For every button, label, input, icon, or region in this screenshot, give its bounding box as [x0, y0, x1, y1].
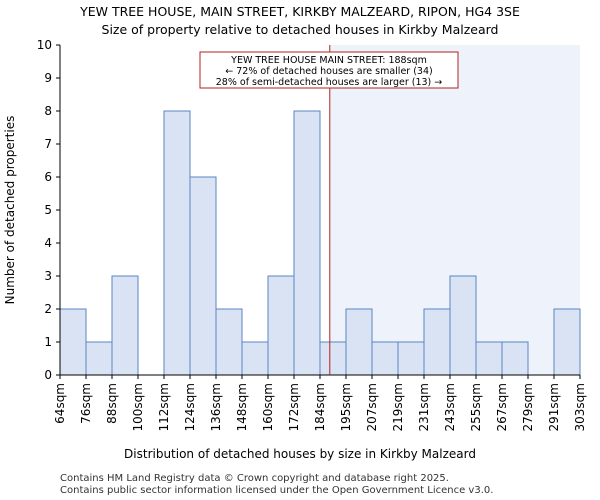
annotation-box — [199, 51, 459, 89]
chart-title: YEW TREE HOUSE, MAIN STREET, KIRKBY MALZ… — [80, 4, 520, 19]
x-tick-label: 124sqm — [183, 383, 197, 431]
x-tick-label: 303sqm — [573, 383, 587, 431]
y-axis-label: Number of detached properties — [3, 116, 17, 305]
bar-231sqm — [423, 308, 451, 376]
x-tick-label: 136sqm — [209, 383, 223, 431]
x-tick-label: 100sqm — [131, 383, 145, 431]
bar-184sqm — [319, 341, 347, 376]
x-tick-label: 279sqm — [521, 383, 535, 431]
annotation-line-2: ← 72% of detached houses are smaller (34… — [225, 66, 432, 77]
x-tick-label: 219sqm — [391, 383, 405, 431]
x-tick-label: 291sqm — [547, 383, 561, 431]
bar-207sqm — [371, 341, 399, 376]
x-tick-label: 184sqm — [313, 383, 327, 431]
bar-172sqm — [293, 110, 321, 376]
bar-291sqm — [553, 308, 581, 376]
bar-160sqm — [267, 275, 295, 376]
x-tick-label: 172sqm — [287, 383, 301, 431]
footer-line-2: Contains public sector information licen… — [60, 485, 494, 496]
y-tick-label: 6 — [44, 170, 52, 184]
y-tick-label: 8 — [44, 104, 52, 118]
bar-76sqm — [85, 341, 113, 376]
y-tick-label: 5 — [44, 203, 52, 217]
chart-subtitle: Size of property relative to detached ho… — [101, 22, 499, 37]
annotation-line-1: YEW TREE HOUSE MAIN STREET: 188sqm — [230, 55, 427, 66]
y-tick-label: 10 — [37, 38, 52, 52]
bar-267sqm — [501, 341, 529, 376]
y-tick-label: 4 — [44, 236, 52, 250]
bar-243sqm — [449, 275, 477, 376]
bar-124sqm — [189, 176, 217, 376]
bar-88sqm — [111, 275, 139, 376]
y-tick-label: 1 — [44, 335, 52, 349]
footer-line-1: Contains HM Land Registry data © Crown c… — [60, 473, 449, 484]
x-tick-label: 243sqm — [443, 383, 457, 431]
bar-64sqm — [59, 308, 87, 376]
x-tick-label: 148sqm — [235, 383, 249, 431]
y-tick-label: 7 — [44, 137, 52, 151]
bar-219sqm — [397, 341, 425, 376]
y-tick-label: 2 — [44, 302, 52, 316]
y-tick-label: 9 — [44, 71, 52, 85]
x-tick-label: 255sqm — [469, 383, 483, 431]
y-tick-label: 3 — [44, 269, 52, 283]
x-tick-label: 88sqm — [105, 383, 119, 424]
x-tick-label: 267sqm — [495, 383, 509, 431]
annotation-line-3: 28% of semi-detached houses are larger (… — [216, 77, 443, 88]
bar-255sqm — [475, 341, 503, 376]
x-tick-label: 112sqm — [157, 383, 171, 431]
x-axis-label: Distribution of detached houses by size … — [124, 447, 476, 461]
x-tick-label: 160sqm — [261, 383, 275, 431]
x-tick-label: 207sqm — [365, 383, 379, 431]
x-tick-label: 195sqm — [339, 383, 353, 431]
bar-112sqm — [163, 110, 191, 376]
bar-148sqm — [241, 341, 269, 376]
x-tick-label: 76sqm — [79, 383, 93, 424]
x-tick-label: 231sqm — [417, 383, 431, 431]
x-tick-label: 64sqm — [53, 383, 67, 424]
y-tick-label: 0 — [44, 368, 52, 382]
bar-136sqm — [215, 308, 243, 376]
bar-195sqm — [345, 308, 373, 376]
